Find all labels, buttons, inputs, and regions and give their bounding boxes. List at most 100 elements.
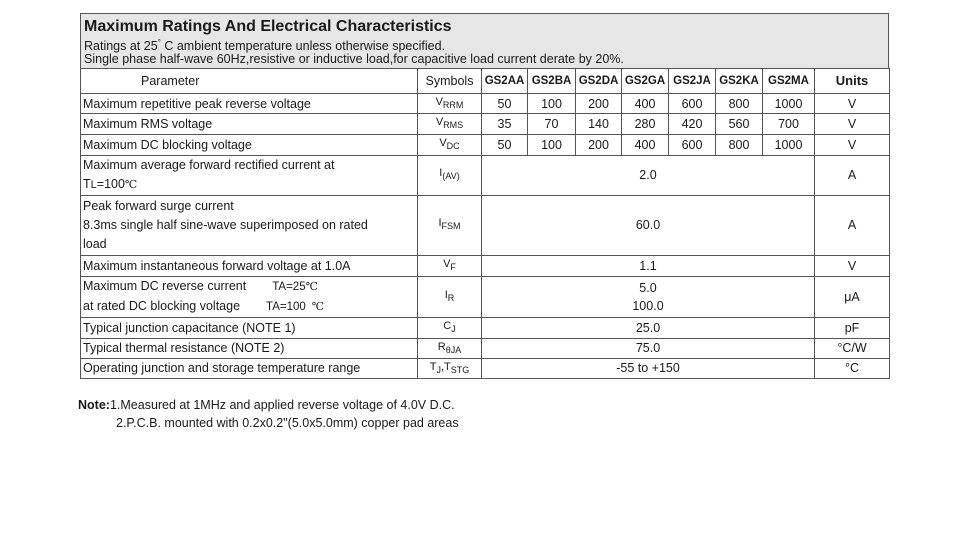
symbol-sub: DC	[446, 141, 460, 152]
symbol-main: V	[439, 136, 447, 149]
param-cell: Maximum repetitive peak reverse voltage	[80, 93, 418, 115]
condition: TA=100	[266, 300, 306, 313]
table-row: Maximum DC blocking voltage VDC 50 100 2…	[80, 133, 890, 156]
table-row: Maximum repetitive peak reverse voltage …	[80, 93, 890, 115]
header-row: Parameter Symbols GS2AA GS2BA GS2DA GS2G…	[80, 68, 890, 95]
value-cell: 700	[762, 113, 815, 135]
value-cell: 140	[575, 113, 622, 135]
value-cell: 50	[481, 93, 528, 115]
param-frag: Maximum DC reverse current	[83, 278, 247, 293]
value-cell: 60.0	[481, 194, 815, 256]
symbol-main: I	[438, 217, 442, 230]
col-part: GS2JA	[668, 68, 716, 95]
table-row: Operating junction and storage temperatu…	[80, 357, 890, 379]
value-cell: 35	[481, 113, 528, 135]
value-cell: 280	[621, 113, 669, 135]
symbol-sub: R	[447, 293, 455, 304]
value-cell: 800	[715, 133, 763, 156]
col-part: GS2KA	[715, 68, 763, 95]
value-cell: 800	[715, 93, 763, 115]
unit-cell: V	[814, 254, 890, 277]
value-cell: 1.1	[481, 254, 815, 277]
symbol-cell: VRMS	[417, 113, 482, 135]
param-frag: L	[90, 178, 97, 191]
table-row: Maximum RMS voltage VRMS 35 70 140 280 4…	[80, 113, 890, 135]
symbol-main: V	[435, 96, 443, 109]
symbol-sub: F	[450, 262, 456, 273]
symbol-cell: IR	[417, 275, 482, 318]
symbol-main: T	[429, 360, 437, 373]
param-frag: =100	[96, 176, 125, 191]
value-cell: 400	[621, 93, 669, 115]
param-frag: T	[83, 176, 91, 191]
param-line: TL=100℃	[83, 175, 415, 195]
unit-cell: V	[814, 133, 890, 156]
symbol-main: R	[437, 340, 446, 353]
symbol-sub: RRM	[442, 100, 464, 111]
symbol-main: I	[439, 167, 443, 180]
value-cell: 75.0	[481, 337, 815, 359]
value-cell: -55 to +150	[481, 357, 815, 379]
value-cell: 420	[668, 113, 716, 135]
unit-cell: A	[814, 154, 890, 196]
symbol-main: V	[435, 116, 444, 129]
symbol-cell: CJ	[417, 316, 482, 339]
degree-c: ℃	[124, 177, 138, 191]
table-row: Typical thermal resistance (NOTE 2) RθJA…	[80, 337, 890, 359]
value-cell: 100	[527, 93, 576, 115]
symbol-main: V	[443, 257, 451, 270]
col-part: GS2BA	[527, 68, 576, 95]
symbol-cell: TJ,TSTG	[417, 357, 482, 379]
col-part: GS2GA	[621, 68, 669, 95]
ambient-note: Ratings at 25° C ambient temperature unl…	[84, 36, 885, 53]
symbol-sub: (AV)	[442, 171, 460, 182]
load-note: Single phase half-wave 60Hz,resistive or…	[84, 52, 624, 67]
ambient-note-text-2: C ambient temperature unless otherwise s…	[160, 39, 446, 54]
col-units: Units	[814, 68, 890, 95]
table-row: Peak forward surge current 8.3ms single …	[80, 194, 890, 256]
symbol-sub: RMS	[443, 120, 464, 131]
param-line: load	[83, 236, 107, 251]
value-cell: 1000	[762, 133, 815, 156]
condition: TA=25	[272, 280, 306, 293]
param-cell: Maximum DC blocking voltage	[80, 133, 418, 156]
table-row: Maximum average forward rectified curren…	[80, 154, 890, 196]
value-cell: 1000	[762, 93, 815, 115]
param-line: Maximum average forward rectified curren…	[83, 157, 335, 172]
value-cell: 50	[481, 133, 528, 156]
value-cell: 200	[575, 133, 622, 156]
param-cell: Peak forward surge current 8.3ms single …	[80, 194, 418, 256]
degree-c: ℃	[311, 299, 325, 313]
col-part: GS2MA	[762, 68, 815, 95]
value-cell: 100	[527, 133, 576, 156]
unit-cell: μA	[814, 275, 890, 318]
param-frag: at rated DC blocking voltage	[83, 298, 241, 313]
note-2: 2.P.C.B. mounted with 0.2x0.2"(5.0x5.0mm…	[116, 416, 459, 430]
degree-mark: °	[157, 38, 161, 47]
col-part: GS2AA	[481, 68, 528, 95]
value-cell: 560	[715, 113, 763, 135]
value-cell: 600	[668, 133, 716, 156]
value-cell: 25.0	[481, 316, 815, 339]
table-row: Maximum DC reverse current TA=25 ℃ at rate…	[80, 275, 890, 318]
value-cell: 200	[575, 93, 622, 115]
value-cell: 70	[527, 113, 576, 135]
unit-cell: pF	[814, 316, 890, 339]
param-cell: Operating junction and storage temperatu…	[80, 357, 418, 379]
notes-label: Note:	[78, 398, 110, 412]
symbol-sub: J	[451, 324, 456, 335]
header-box: Maximum Ratings And Electrical Character…	[80, 13, 889, 69]
unit-cell: °C/W	[814, 337, 890, 359]
value-cell: 400	[621, 133, 669, 156]
value-cell: 5.0 100.0	[481, 275, 815, 318]
table-row: Typical junction capacitance (NOTE 1) CJ…	[80, 316, 890, 339]
note-text: 1.Measured at 1MHz and applied reverse v…	[109, 398, 455, 412]
symbol-sub: STG	[450, 364, 470, 375]
symbol-cell: IFSM	[417, 194, 482, 256]
symbol-sub: FSM	[441, 221, 461, 232]
symbol-cell: RθJA	[417, 337, 482, 359]
symbol-sub: θJA	[445, 344, 462, 355]
param-cell: Maximum average forward rectified curren…	[80, 154, 418, 196]
note-1: Note:1.Measured at 1MHz and applied reve…	[78, 396, 459, 414]
col-symbols: Symbols	[417, 68, 482, 95]
